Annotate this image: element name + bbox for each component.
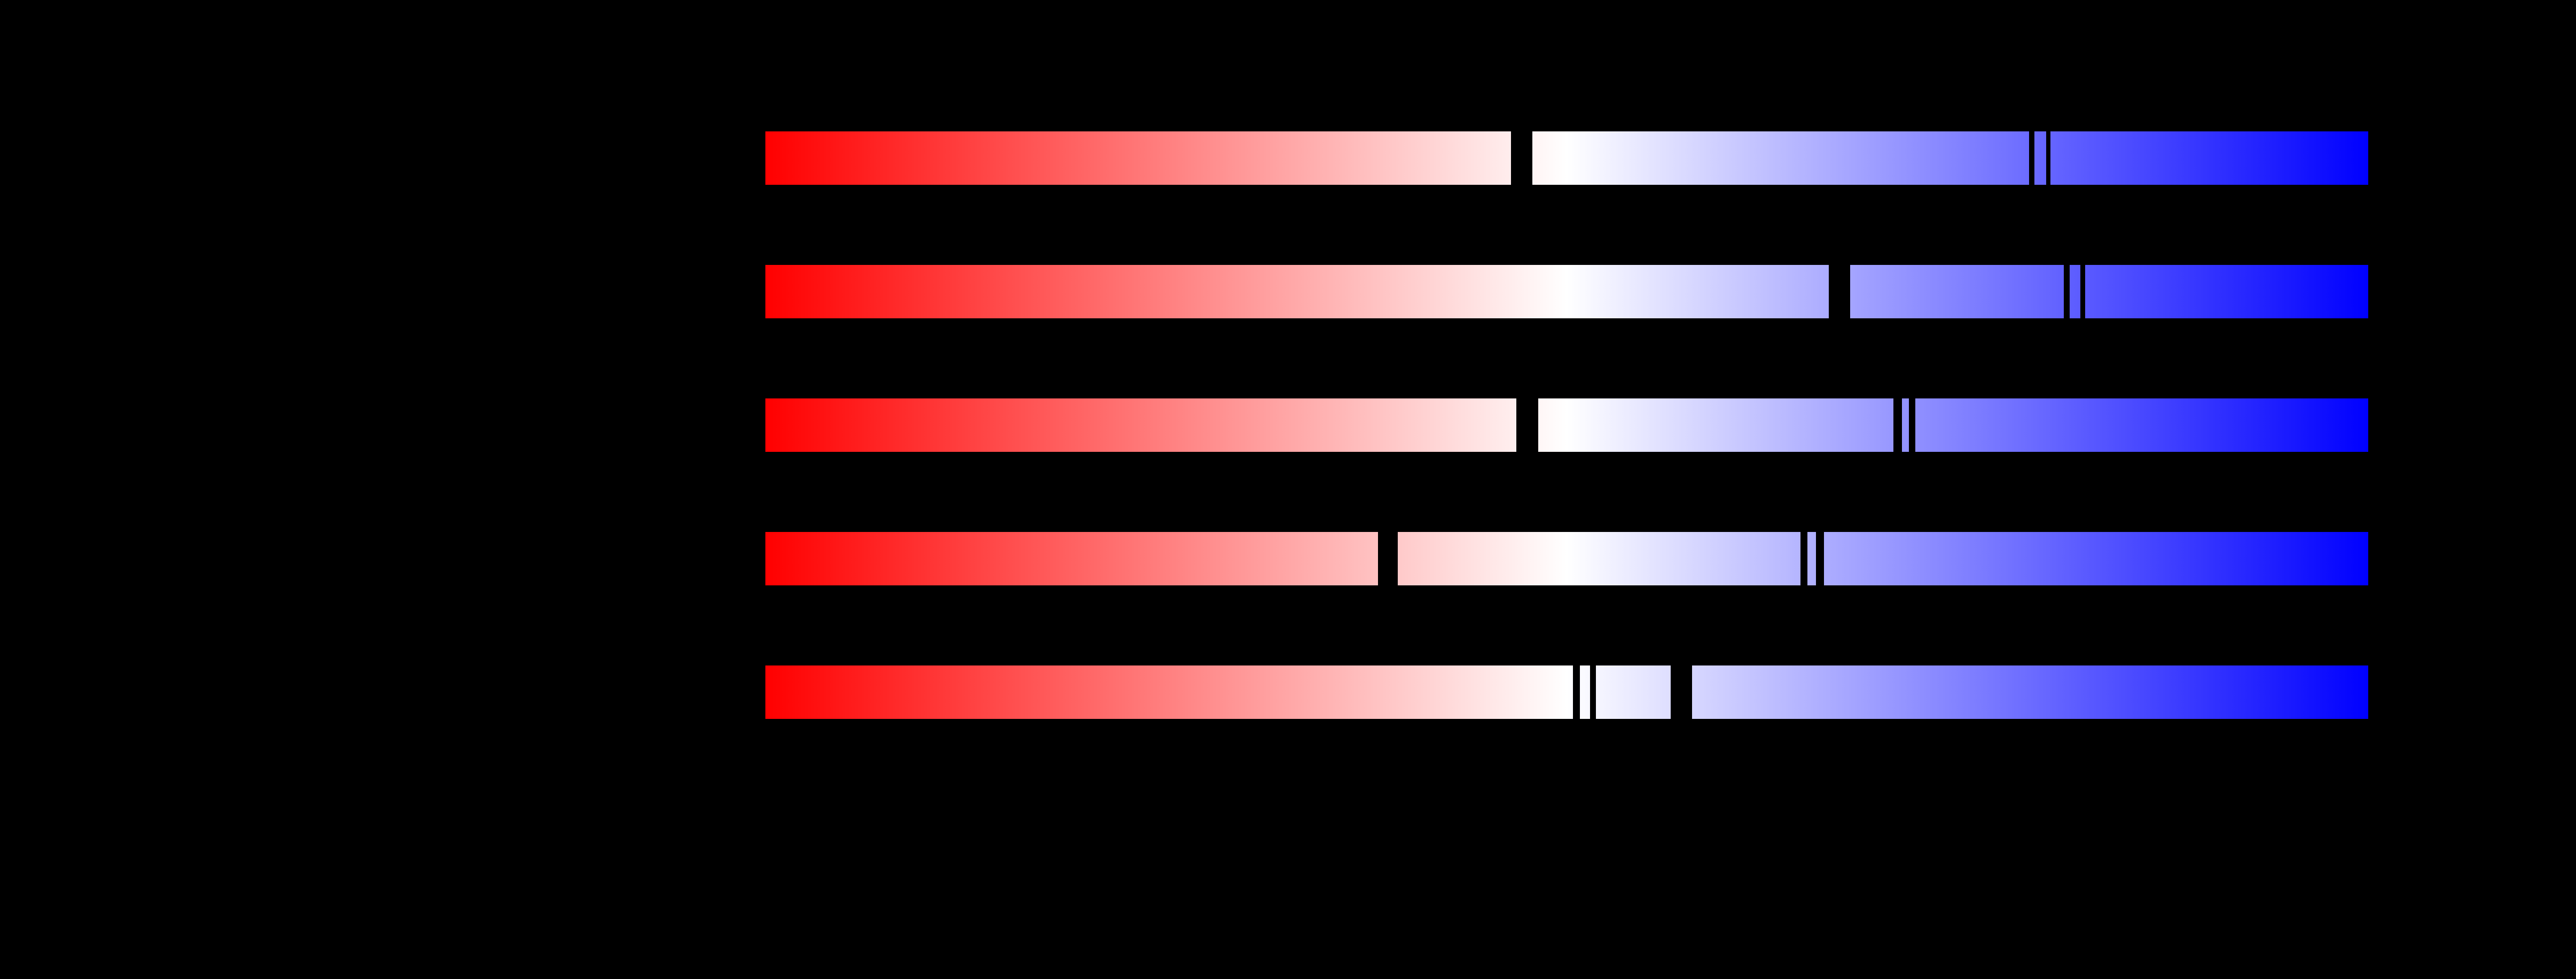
bar-break-thin-line (1573, 665, 1580, 719)
bar-break-thin-line (2029, 131, 2034, 185)
bar-break-thin-line (1893, 398, 1902, 452)
bar-break-wide-gap (1516, 398, 1538, 452)
bar-break-thin-line (1816, 532, 1824, 585)
gradient-bar-4 (765, 532, 2368, 585)
gradient-bar-2 (765, 265, 2368, 318)
gradient-bar-3 (765, 398, 2368, 452)
bar-break-thin-line (2046, 131, 2050, 185)
bar-break-thin-line (1800, 532, 1807, 585)
bar-break-thin-line (2064, 265, 2070, 318)
bar-break-thin-line (1909, 398, 1915, 452)
bar-break-wide-gap (1671, 665, 1692, 719)
bar-break-thin-line (1590, 665, 1596, 719)
gradient-bar-1 (765, 131, 2368, 185)
bar-break-wide-gap (1511, 131, 1532, 185)
bar-break-wide-gap (1829, 265, 1850, 318)
bar-break-thin-line (2080, 265, 2085, 318)
bar-break-wide-gap (1378, 532, 1398, 585)
gradient-bar-5 (765, 665, 2368, 719)
